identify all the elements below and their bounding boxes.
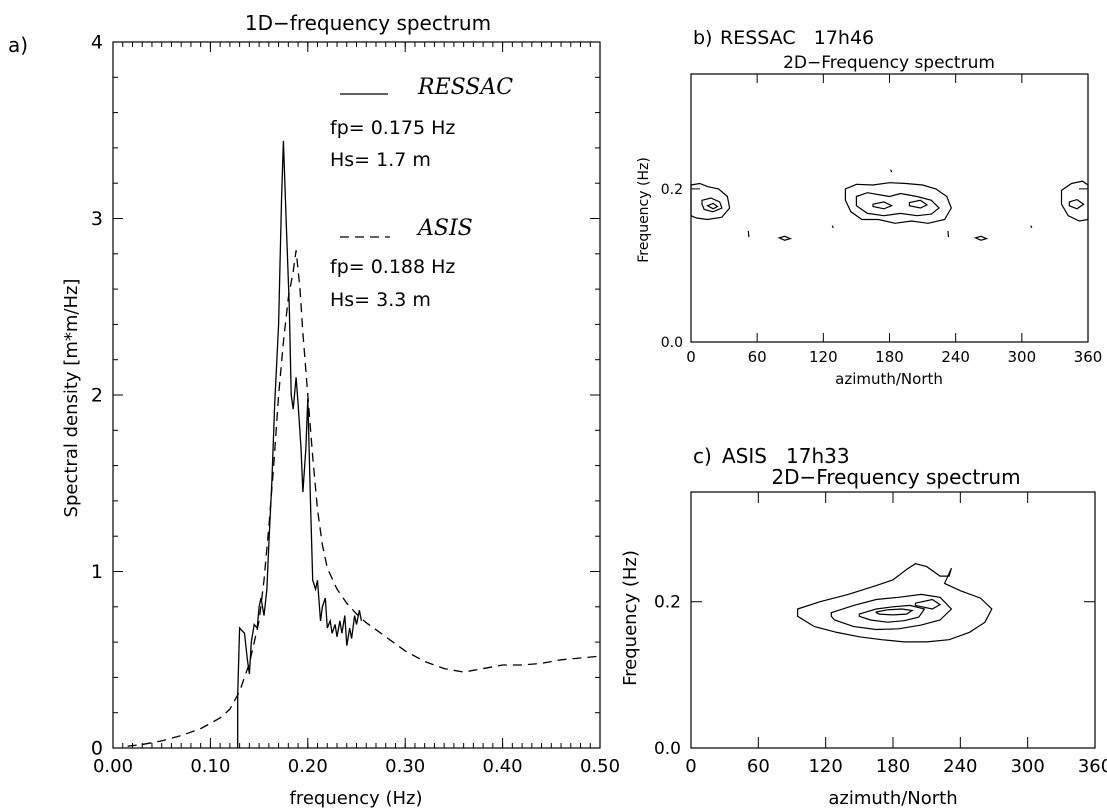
x-tick-label: 180 bbox=[875, 348, 904, 366]
panel-a-axis-ticks bbox=[112, 41, 601, 749]
contour-line bbox=[831, 225, 834, 229]
x-tick-label: 240 bbox=[941, 348, 970, 366]
y-tick-label: 0.0 bbox=[654, 739, 681, 759]
panel-c-label: c) bbox=[693, 444, 712, 468]
y-tick-label: 0.2 bbox=[661, 182, 683, 198]
x-tick-label: 60 bbox=[748, 348, 767, 366]
x-tick-label: 300 bbox=[1008, 348, 1037, 366]
panel-c-plot-frame bbox=[690, 491, 1096, 749]
panel-c-heading: ASIS 17h33 bbox=[722, 444, 850, 468]
panel-c-y-tick-labels: 0.0 0.2 bbox=[654, 593, 681, 759]
legend-ressac-fp: fp= 0.175 Hz bbox=[330, 117, 455, 139]
panel-c-contours bbox=[796, 563, 993, 643]
panel-b-y-axis-label: Frequency (Hz) bbox=[636, 157, 652, 263]
contour-line bbox=[1060, 180, 1089, 222]
contour-line bbox=[855, 192, 941, 217]
legend-ressac-hs: Hs= 1.7 m bbox=[330, 149, 431, 171]
contour-line bbox=[858, 604, 926, 623]
x-tick-label: 0 bbox=[685, 756, 696, 777]
contour-line bbox=[747, 230, 750, 238]
y-tick-label: 4 bbox=[91, 32, 103, 54]
panel-a-series bbox=[127, 140, 601, 748]
series-line-ressac bbox=[237, 140, 363, 748]
contour-line bbox=[690, 182, 731, 221]
contour-line bbox=[1030, 225, 1033, 229]
y-tick-label: 2 bbox=[91, 385, 103, 407]
panel-a-legend: RESSAC fp= 0.175 Hz Hs= 1.7 m ASIS fp= 0… bbox=[330, 75, 513, 311]
panel-b-title: 2D−Frequency spectrum bbox=[783, 53, 995, 73]
legend-asis-hs: Hs= 3.3 m bbox=[330, 289, 431, 311]
x-tick-label: 360 bbox=[1078, 756, 1107, 777]
panel-b-heading: RESSAC 17h46 bbox=[720, 27, 874, 49]
panel-b-plot-frame bbox=[690, 73, 1089, 343]
x-tick-label: 240 bbox=[943, 756, 977, 777]
contour-line bbox=[875, 608, 914, 616]
x-tick-label: 0.00 bbox=[93, 756, 133, 777]
x-tick-label: 0.40 bbox=[483, 756, 523, 777]
x-tick-label: 0.30 bbox=[385, 756, 425, 777]
legend-ressac-name: RESSAC bbox=[417, 75, 513, 100]
contour-line bbox=[908, 199, 929, 209]
panel-b-x-tick-labels: 0 60 120 180 240 300 360 bbox=[686, 348, 1102, 366]
panel-a-plot-frame bbox=[112, 41, 601, 749]
panel-b-x-axis-label: azimuth/North bbox=[835, 370, 943, 388]
panel-a-y-axis-label: Spectral density [m*m/Hz] bbox=[61, 279, 82, 518]
contour-line bbox=[796, 563, 993, 643]
panel-b-axis-ticks bbox=[690, 74, 1089, 343]
x-tick-label: 360 bbox=[1074, 348, 1103, 366]
contour-line bbox=[914, 598, 942, 610]
contour-line bbox=[1068, 198, 1085, 210]
contour-line bbox=[890, 169, 893, 173]
panel-a-label: a) bbox=[8, 33, 28, 57]
x-tick-label: 0.50 bbox=[580, 756, 620, 777]
panel-c-y-axis-label: Frequency (Hz) bbox=[620, 550, 641, 686]
y-tick-label: 3 bbox=[91, 208, 103, 230]
x-tick-label: 120 bbox=[808, 756, 842, 777]
x-tick-label: 0.10 bbox=[190, 756, 230, 777]
panel-b-contours bbox=[690, 169, 1089, 241]
x-tick-label: 120 bbox=[809, 348, 838, 366]
x-tick-label: 300 bbox=[1010, 756, 1044, 777]
x-tick-label: 60 bbox=[747, 756, 770, 777]
panel-a-y-tick-labels: 0 1 2 3 4 bbox=[91, 32, 103, 760]
panel-b-y-tick-labels: 0.0 0.2 bbox=[661, 182, 683, 351]
contour-line bbox=[830, 593, 953, 631]
panel-c-x-axis-label: azimuth/North bbox=[828, 788, 957, 809]
contour-line bbox=[706, 202, 719, 210]
y-tick-label: 0 bbox=[91, 738, 103, 760]
contour-line bbox=[844, 182, 952, 224]
legend-asis-name: ASIS bbox=[416, 216, 473, 241]
x-tick-label: 0 bbox=[686, 348, 696, 366]
series-line-asis bbox=[127, 250, 601, 747]
x-tick-label: 0.20 bbox=[288, 756, 328, 777]
panel-a-x-tick-labels: 0.00 0.10 0.20 0.30 0.40 0.50 bbox=[93, 756, 620, 777]
y-tick-label: 1 bbox=[91, 561, 103, 583]
legend-asis-fp: fp= 0.188 Hz bbox=[330, 256, 455, 278]
y-tick-label: 0.2 bbox=[654, 593, 681, 613]
contour-line bbox=[701, 197, 723, 213]
x-tick-label: 180 bbox=[876, 756, 910, 777]
panel-a-x-axis-label: frequency (Hz) bbox=[289, 788, 422, 809]
y-tick-label: 0.0 bbox=[661, 335, 683, 351]
panel-a-1d-spectrum: a) 1D−frequency spectrum 0.00 0.10 0.20 0.3… bbox=[8, 11, 620, 809]
panel-a-title: 1D−frequency spectrum bbox=[245, 11, 491, 35]
contour-line bbox=[777, 235, 793, 241]
panel-c-title: 2D−Frequency spectrum bbox=[771, 465, 1020, 489]
panel-b-label: b) bbox=[693, 27, 712, 49]
contour-line bbox=[947, 230, 950, 238]
panel-b-ressac-2d-spectrum: b) RESSAC 17h46 2D−Frequency spectrum 0 6… bbox=[636, 27, 1102, 388]
panel-c-x-tick-labels: 0 60 120 180 240 300 360 bbox=[685, 756, 1107, 777]
panel-c-axis-ticks bbox=[690, 492, 1096, 749]
panel-c-asis-2d-spectrum: c) ASIS 17h33 2D−Frequency spectrum 0 60 1… bbox=[620, 444, 1107, 809]
contour-line bbox=[973, 235, 989, 241]
contour-line bbox=[872, 201, 894, 210]
